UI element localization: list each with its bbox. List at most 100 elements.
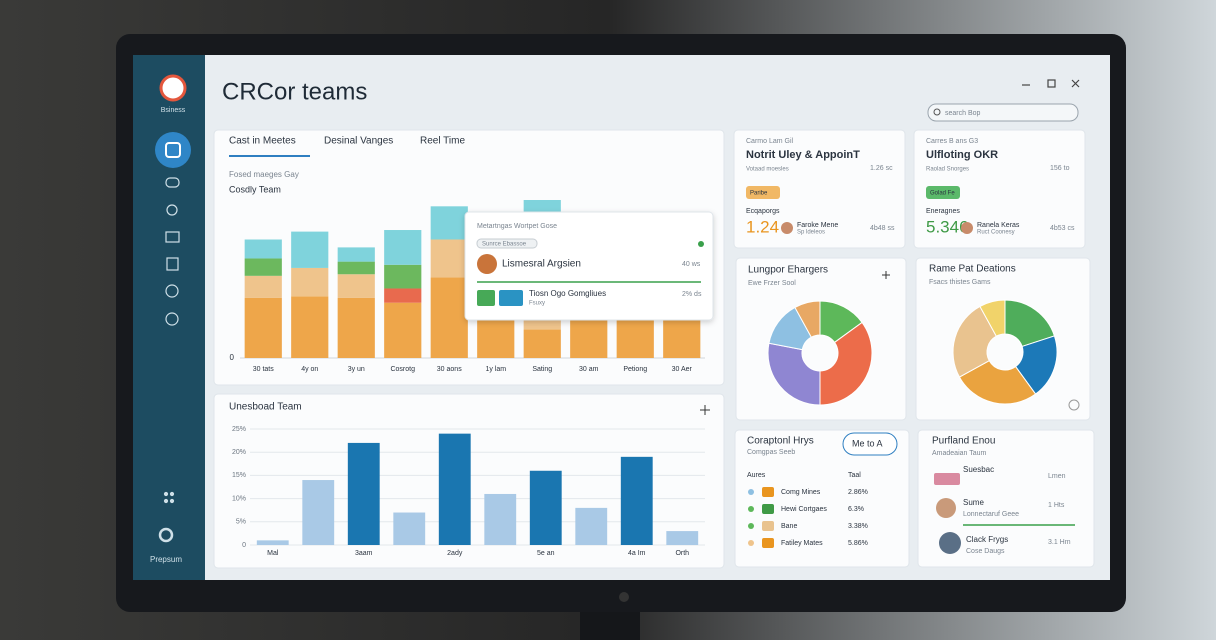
bar — [347, 442, 380, 545]
bar — [256, 540, 289, 545]
chart-title: Cosdly Team — [229, 184, 281, 194]
bar-segment — [291, 296, 329, 358]
x-tick-label: 4y on — [301, 366, 318, 373]
list: Suesbac Lmen Sume 1 Hts Lonnectaruf Geee Clac… — [963, 465, 1071, 555]
nav-item[interactable] — [165, 177, 180, 188]
x-tick-label: 1y lam — [485, 366, 506, 373]
nav-icon — [165, 142, 181, 158]
chart-subtitle: Fosed maeges Gay — [229, 170, 299, 179]
bar-segment — [570, 320, 608, 358]
y-tick-label: 20% — [232, 449, 246, 456]
bar-segment — [663, 320, 701, 358]
donut-segment — [979, 299, 1006, 337]
task-meta: 2% ds — [682, 291, 702, 298]
list-subtitle: Amadeaian Taum — [932, 450, 987, 457]
bar-segment — [291, 267, 329, 297]
badge — [926, 186, 960, 199]
popup-header: Metartngas Wortpet Gose — [477, 223, 557, 230]
x-tick-label: Cosrotg — [390, 366, 415, 373]
close[interactable] — [1071, 79, 1080, 88]
task-sub: Fsuxy — [529, 301, 545, 307]
chart-subtitle: Fsacs thistes Gams — [929, 279, 991, 286]
row-name: Clack Frygs — [966, 535, 1008, 544]
bar-segment — [337, 297, 375, 358]
card-person: Ranela Keras — [977, 222, 1020, 229]
bar-segment — [430, 277, 468, 358]
nav-item[interactable] — [165, 312, 179, 326]
row-sub: Lonnectaruf Geee — [963, 511, 1019, 518]
x-tick-label: Orth — [675, 550, 689, 557]
bar-segment — [384, 264, 422, 289]
avatar — [936, 498, 956, 518]
x-tick-label: 30 aons — [437, 366, 462, 373]
tab[interactable]: Reel Time — [420, 136, 465, 147]
avatar — [781, 222, 793, 234]
app-title: CRCor teams — [222, 78, 367, 105]
card — [913, 129, 1086, 249]
row-value: 5.86% — [848, 540, 868, 547]
nav-item[interactable] — [166, 257, 179, 271]
bar-segment — [523, 329, 561, 358]
panel — [734, 429, 910, 568]
add-button[interactable] — [700, 405, 710, 415]
search-box[interactable] — [927, 103, 1079, 122]
y-tick-label: 15% — [232, 472, 246, 479]
sidebar-footer: Prepsum — [150, 555, 182, 564]
bar-segment — [384, 230, 422, 265]
row-icon — [762, 487, 774, 497]
row-name: Bane — [781, 523, 797, 530]
bar-segment — [337, 261, 375, 275]
card-title: Ulfloting OKR — [926, 149, 998, 161]
icon-green — [477, 290, 495, 306]
settings-icon[interactable] — [1068, 399, 1080, 411]
row-dot — [748, 489, 754, 495]
row-dot — [748, 523, 754, 529]
bar-segment — [384, 288, 422, 303]
donut-segment — [794, 300, 821, 338]
row-name: Comg Mines — [781, 489, 821, 496]
card-person-sub: Sp ldeleos — [797, 230, 825, 236]
bar — [438, 433, 471, 545]
bar-segment — [337, 247, 375, 262]
row-value: 2.86% — [848, 489, 868, 496]
card-title: Notrit Uley & AppoinT — [746, 149, 860, 161]
bar — [620, 456, 653, 545]
row-name: Suesbac — [963, 465, 994, 474]
panel — [917, 429, 1095, 568]
chart-title: Unesboad Team — [229, 402, 302, 413]
bar-chart: 0 5% 10% 15% 20% 25% Mal 3aam 2ady 5e an 4a Im Orth — [232, 426, 705, 557]
list-title: Purfland Enou — [932, 436, 995, 447]
bar-segment — [616, 320, 654, 358]
nav-item[interactable] — [165, 284, 179, 298]
tab[interactable]: Desinal Vanges — [324, 136, 393, 147]
card-caption: Raolad Snorges — [926, 167, 969, 173]
x-tick-label: 30 Aer — [672, 366, 693, 373]
add-button[interactable] — [882, 271, 890, 279]
bar-segment — [430, 206, 468, 240]
settings[interactable] — [158, 527, 174, 543]
button[interactable] — [842, 432, 898, 456]
x-tick-label: 2ady — [447, 550, 463, 557]
x-tick-label: Sating — [532, 366, 552, 373]
bar-segment — [244, 258, 282, 276]
maximize[interactable] — [1047, 79, 1056, 88]
search-placeholder: search Bop — [945, 110, 981, 117]
nav-active[interactable] — [155, 132, 191, 168]
badge-label: Golad Fe — [930, 191, 955, 197]
y-tick-label: 0 — [230, 353, 235, 362]
button-label: Me to A — [852, 438, 883, 448]
x-tick-label: 30 tats — [253, 366, 275, 373]
nav-item[interactable] — [165, 231, 180, 243]
x-tick-label: 3aam — [355, 550, 373, 557]
nav-item[interactable] — [166, 204, 178, 216]
list-title: Coraptonl Hrys — [747, 436, 814, 447]
card-label: Ecqaporgs — [746, 208, 780, 215]
row-dot — [748, 506, 754, 512]
y-tick-label: 25% — [232, 426, 246, 433]
tab[interactable]: Cast in Meetes — [229, 136, 296, 147]
bar — [393, 512, 426, 545]
row-name: Sume — [963, 498, 984, 507]
bar-segment — [384, 302, 422, 358]
chip[interactable] — [476, 238, 538, 249]
donut-segment — [819, 321, 873, 406]
